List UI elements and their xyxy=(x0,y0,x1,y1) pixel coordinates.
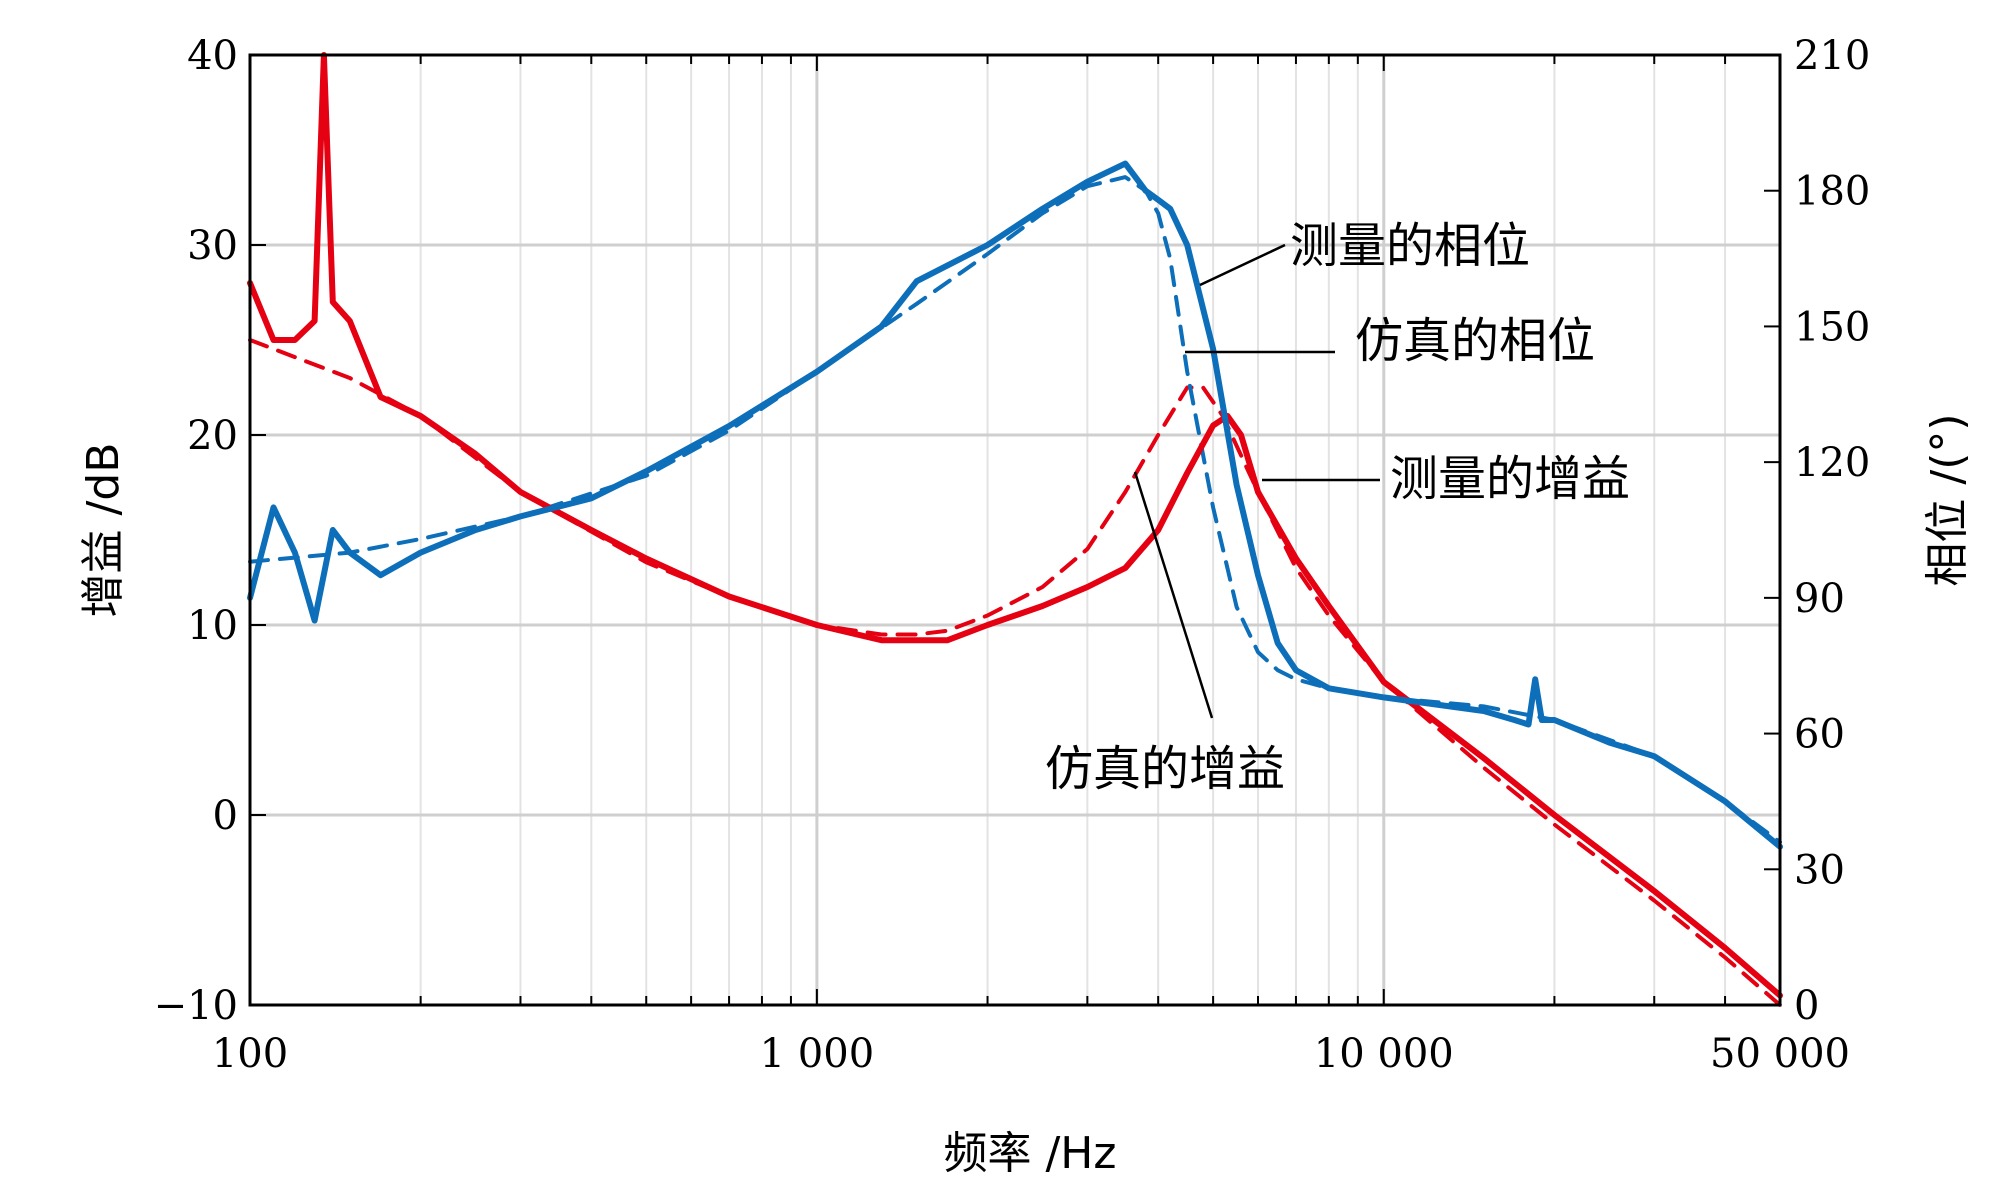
tick-labels: −10 0 10 20 30 40 0 30 60 90 120 150 180 210 100 1 000 1… xyxy=(154,33,1871,1077)
x-tick-label: 50 000 xyxy=(1710,1031,1850,1077)
annotation-label: 仿真的增益 xyxy=(1045,741,1285,797)
y-left-tick-label: 10 xyxy=(187,603,238,649)
y-left-tick-label: 20 xyxy=(187,413,238,459)
y-right-tick-label: 180 xyxy=(1794,169,1870,215)
y-left-tick-label: 0 xyxy=(213,793,238,839)
y-right-tick-label: 90 xyxy=(1794,576,1845,622)
y-right-tick-label: 0 xyxy=(1794,983,1819,1029)
y-right-tick-label: 120 xyxy=(1794,440,1870,486)
tick-marks xyxy=(250,54,1780,1006)
y-right-tick-label: 30 xyxy=(1794,847,1845,893)
y-left-tick-label: −10 xyxy=(154,983,238,1029)
annotation-label: 测量的相位 xyxy=(1290,218,1530,274)
annotation-label: 测量的增益 xyxy=(1390,451,1630,507)
series-line xyxy=(248,338,1782,1007)
series-group xyxy=(247,52,1783,1007)
y-right-tick-label: 60 xyxy=(1794,712,1845,758)
y-axis-right-label: 相位 /(°) xyxy=(1922,413,1973,586)
y-axis-left-label: 增益 /dB xyxy=(78,443,129,618)
annotation-label: 仿真的相位 xyxy=(1355,313,1595,369)
x-tick-label: 1 000 xyxy=(760,1031,875,1077)
annotation-leader-line xyxy=(1199,243,1286,287)
x-tick-label: 10 000 xyxy=(1314,1031,1454,1077)
x-axis-label: 频率 /Hz xyxy=(944,1128,1117,1179)
y-right-tick-label: 210 xyxy=(1794,33,1870,79)
series-line xyxy=(247,52,1783,999)
annotation-leader-line xyxy=(1133,471,1214,719)
y-right-tick-label: 150 xyxy=(1794,304,1870,350)
y-left-tick-label: 30 xyxy=(187,223,238,269)
plot-frame xyxy=(248,53,1782,1007)
series-line xyxy=(248,175,1782,845)
y-left-tick-label: 40 xyxy=(187,33,238,79)
x-tick-label: 100 xyxy=(212,1031,288,1077)
series-line xyxy=(247,160,1783,850)
